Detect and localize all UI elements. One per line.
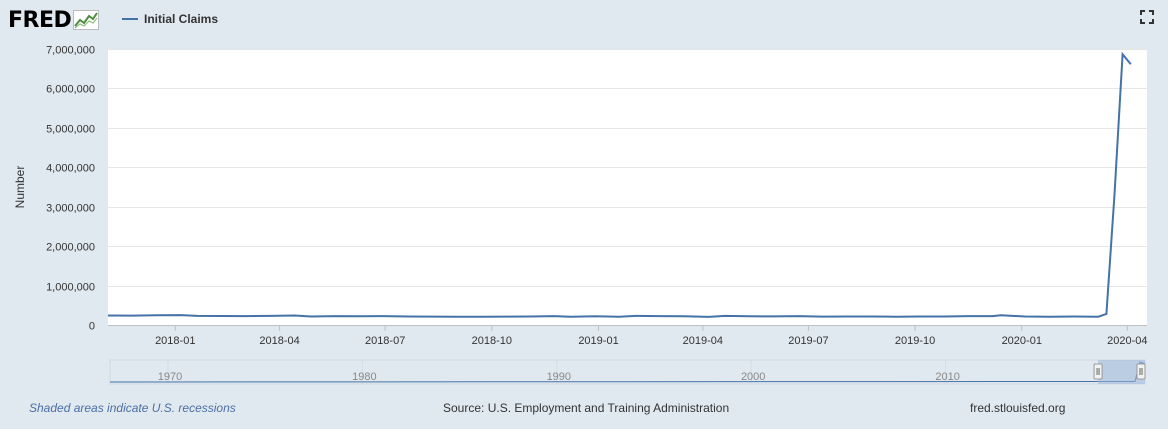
source-text: Source: U.S. Employment and Training Adm…	[443, 401, 730, 415]
x-tick-label: 2018-01	[155, 335, 195, 347]
x-tick-label: 2019-07	[788, 335, 828, 347]
fred-logo[interactable]: FRED	[8, 6, 100, 34]
logo-text: FRED	[8, 7, 72, 33]
y-tick-label: 6,000,000	[46, 84, 95, 96]
navigator-tick-label: 2010	[935, 371, 959, 383]
y-axis-ticks: 0 1,000,000 2,000,000 3,000,000 4,000,000 5,0…	[46, 45, 95, 333]
legend-swatch	[122, 18, 138, 20]
navigator-tick-label: 2000	[741, 371, 765, 383]
x-tick-label: 2018-10	[472, 335, 512, 347]
navigator-background[interactable]	[109, 359, 1146, 385]
gridlines	[108, 49, 1147, 287]
recessions-note-link[interactable]: Shaded areas indicate U.S. recessions	[29, 401, 236, 415]
navigator-handle-right[interactable]	[1136, 363, 1146, 380]
x-tick-label: 2019-04	[683, 335, 723, 347]
site-link[interactable]: fred.stlouisfed.org	[970, 401, 1066, 415]
fullscreen-icon[interactable]	[1140, 10, 1154, 24]
y-tick-label: 5,000,000	[46, 124, 95, 136]
legend-series-name: Initial Claims	[144, 12, 219, 26]
navigator-tick-label: 1990	[547, 371, 571, 383]
y-tick-label: 0	[89, 321, 95, 333]
y-tick-label: 1,000,000	[46, 282, 95, 294]
y-tick-label: 4,000,000	[46, 163, 95, 175]
x-tick-label: 2019-01	[578, 335, 618, 347]
chart: 0 1,000,000 2,000,000 3,000,000 4,000,000 5,0…	[13, 45, 1147, 385]
y-axis-label: Number	[13, 166, 27, 209]
x-tick-label: 2018-04	[259, 335, 299, 347]
chart-legend: Initial Claims	[122, 12, 218, 26]
y-tick-label: 3,000,000	[46, 203, 95, 215]
navigator-ticks: 1970 1980 1990 2000 2010	[158, 360, 960, 384]
navigator-tick-label: 1980	[352, 371, 376, 383]
x-tick-label: 2020-01	[1002, 335, 1042, 347]
x-tick-label: 2019-10	[895, 335, 935, 347]
navigator-handle-left[interactable]	[1093, 363, 1103, 380]
x-tick-label: 2020-04	[1107, 335, 1147, 347]
navigator-tick-label: 1970	[158, 371, 182, 383]
chart-line-icon	[73, 10, 100, 30]
x-tick-label: 2018-07	[365, 335, 405, 347]
x-axis-ticks: 2018-01 2018-04 2018-07 2018-10 2019-01 2019-…	[155, 325, 1147, 347]
plot-background	[108, 49, 1147, 325]
y-tick-label: 7,000,000	[46, 45, 95, 57]
y-tick-label: 2,000,000	[46, 242, 95, 254]
series-line-initial-claims[interactable]	[107, 51, 1132, 318]
